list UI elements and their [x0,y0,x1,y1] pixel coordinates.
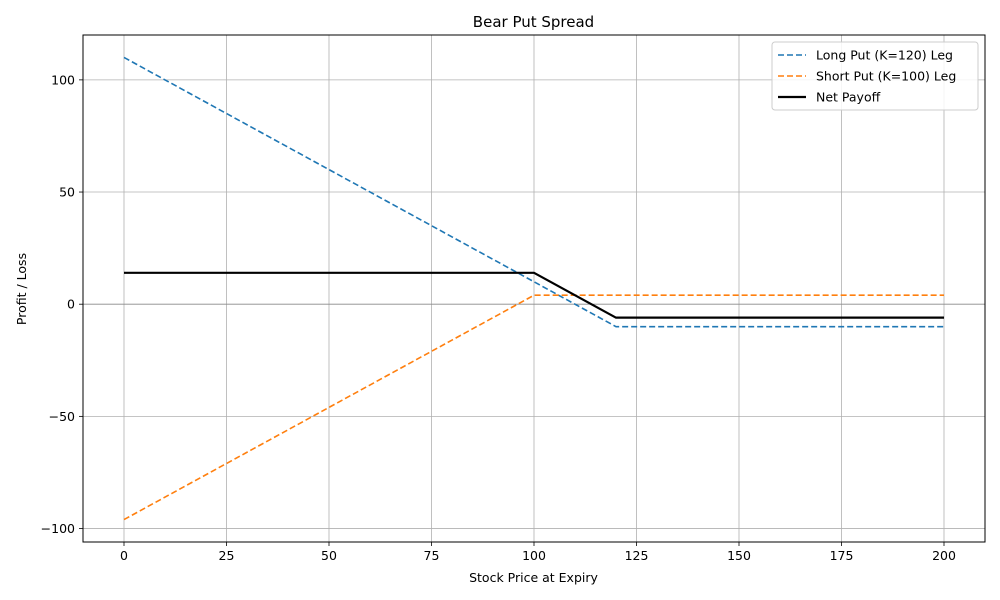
legend-box [771,41,979,111]
series-line-1 [123,56,944,328]
y-tick-label: 100 [51,72,75,87]
x-axis-label: Stock Price at Expiry [469,570,598,585]
plot-area [82,34,986,543]
x-tick-label: 0 [120,548,128,563]
x-axis: 0 25 50 75 100 125 150 175 200 [120,542,956,563]
legend-label: Short Put (K=100) Leg [816,69,956,84]
y-tick-label: −50 [49,409,75,424]
x-tick-label: 150 [727,548,751,563]
chart-title: Bear Put Spread [473,13,594,31]
y-tick-label: 0 [67,297,75,312]
series-layer [123,56,944,521]
x-tick-label: 75 [424,548,440,563]
x-tick-label: 100 [522,548,546,563]
y-axis-label: Profit / Loss [14,253,29,325]
series-line-3 [124,271,944,319]
x-tick-label: 25 [219,548,235,563]
x-tick-label: 200 [932,548,956,563]
legend: Long Put (K=120) Leg Short Put (K=100) Le… [771,41,979,111]
legend-label: Long Put (K=120) Leg [816,48,953,63]
legend-label: Net Payoff [816,90,881,105]
x-tick-label: 175 [830,548,854,563]
y-axis: −100 −50 0 50 100 [41,72,83,536]
y-tick-label: −100 [41,521,75,536]
y-tick-label: 50 [59,185,75,200]
x-tick-label: 50 [321,548,337,563]
series-line-2 [123,294,944,521]
x-tick-label: 125 [625,548,649,563]
